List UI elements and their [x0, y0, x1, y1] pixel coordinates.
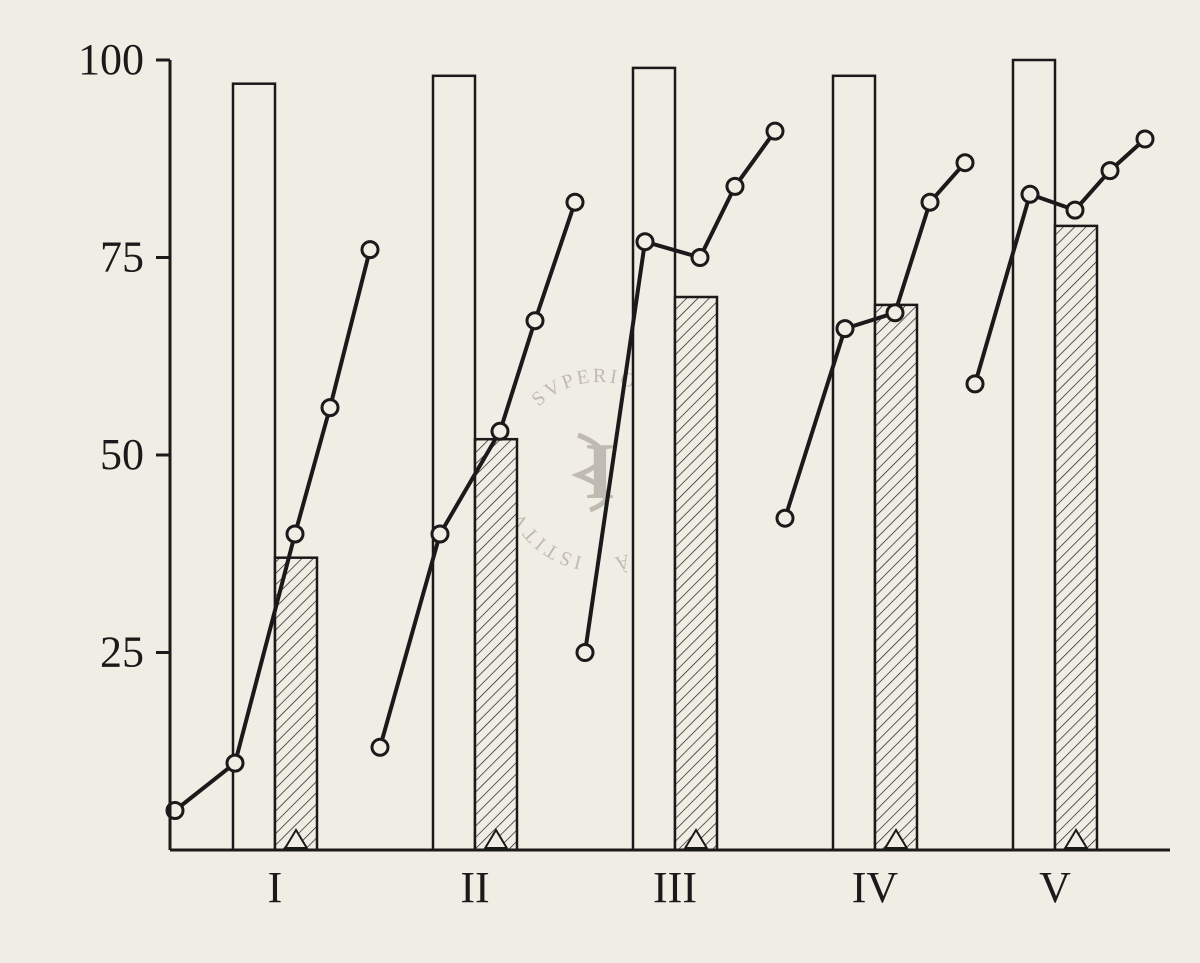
x-tick-label: III — [653, 863, 697, 912]
line-marker — [957, 155, 973, 171]
y-tick-label: 25 — [100, 628, 144, 677]
line-marker — [287, 526, 303, 542]
line-marker — [577, 645, 593, 661]
bar-open — [833, 76, 875, 850]
line-marker — [777, 510, 793, 526]
bar-hatched — [475, 439, 517, 850]
bar-open — [433, 76, 475, 850]
line-marker — [227, 755, 243, 771]
line-marker — [727, 178, 743, 194]
line-marker — [692, 250, 708, 266]
line-marker — [767, 123, 783, 139]
line-marker — [432, 526, 448, 542]
chart-svg: SVPERIOREISTITVTODI SANITÀIIIIIIIIVV2550… — [0, 0, 1200, 963]
line-marker — [527, 313, 543, 329]
bar-open — [1013, 60, 1055, 850]
line-marker — [322, 400, 338, 416]
bar-hatched — [1055, 226, 1097, 850]
y-tick-label: 75 — [100, 233, 144, 282]
y-tick-label: 50 — [100, 430, 144, 479]
line-marker — [837, 321, 853, 337]
line-marker — [1022, 186, 1038, 202]
line-marker — [567, 194, 583, 210]
x-tick-label: V — [1039, 863, 1071, 912]
chart-container: SVPERIOREISTITVTODI SANITÀIIIIIIIIVV2550… — [0, 0, 1200, 963]
line-marker — [492, 423, 508, 439]
bar-open — [633, 68, 675, 850]
line-marker — [967, 376, 983, 392]
line-marker — [372, 739, 388, 755]
y-tick-label: 100 — [78, 35, 144, 84]
x-tick-label: I — [268, 863, 283, 912]
x-tick-label: II — [460, 863, 489, 912]
bar-hatched — [275, 558, 317, 850]
line-marker — [362, 242, 378, 258]
line-marker — [922, 194, 938, 210]
bar-open — [233, 84, 275, 850]
bar-hatched — [675, 297, 717, 850]
line-marker — [637, 234, 653, 250]
line-marker — [887, 305, 903, 321]
x-tick-label: IV — [852, 863, 899, 912]
line-marker — [1102, 163, 1118, 179]
line-marker — [1137, 131, 1153, 147]
line-marker — [1067, 202, 1083, 218]
bar-hatched — [875, 305, 917, 850]
